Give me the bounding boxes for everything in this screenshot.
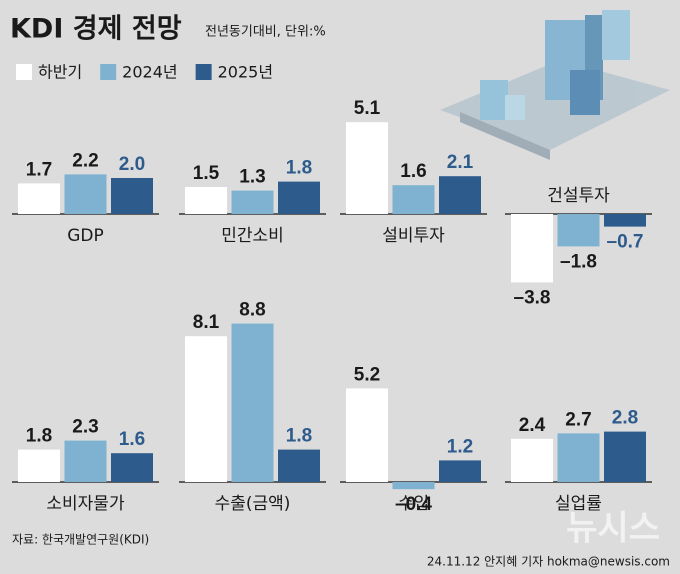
bar — [111, 453, 153, 482]
value-label: 2.4 — [519, 415, 546, 436]
value-label: 1.6 — [119, 429, 145, 450]
illustration — [440, 10, 670, 160]
bar — [18, 183, 60, 214]
bar — [346, 388, 388, 482]
bar — [557, 433, 600, 482]
bar — [392, 482, 435, 490]
value-label: 5.2 — [354, 364, 380, 385]
category-label: 건설투자 — [547, 186, 610, 206]
legend-swatch — [100, 64, 117, 80]
bar — [111, 178, 153, 214]
value-label: 1.7 — [26, 159, 52, 180]
value-label: 8.8 — [239, 300, 265, 321]
category-label: 소비자물가 — [46, 494, 125, 514]
value-label: 5.1 — [354, 98, 381, 119]
value-label: 1.5 — [193, 163, 220, 184]
bar — [231, 190, 274, 214]
value-label: –1.8 — [560, 251, 597, 272]
value-label: 2.1 — [447, 152, 474, 173]
source: 자료: 한국개발연구원(KDI) — [12, 533, 149, 547]
bar — [64, 174, 107, 214]
value-label: –0.7 — [607, 232, 644, 253]
chart-title: KDI 경제 전망 — [10, 14, 182, 45]
bar — [278, 449, 320, 482]
value-label: 1.3 — [239, 167, 265, 188]
value-label: –3.8 — [514, 287, 551, 308]
legend-label: 하반기 — [38, 63, 82, 82]
category-label: 실업률 — [555, 494, 602, 514]
bar — [185, 336, 227, 482]
bar — [346, 122, 388, 214]
bar — [511, 214, 553, 283]
chart-subtitle: 전년동기대비, 단위:% — [205, 25, 326, 40]
value-label: 2.3 — [72, 417, 98, 438]
legend-label: 2025년 — [218, 63, 273, 82]
bar — [64, 440, 107, 482]
category-label: 수입 — [398, 494, 429, 514]
watermark: 뉴시스 — [566, 509, 660, 549]
bar — [185, 187, 227, 214]
bar — [604, 214, 646, 227]
bar — [392, 185, 435, 214]
value-label: 2.0 — [119, 154, 145, 175]
bar — [511, 438, 553, 482]
value-label: 1.6 — [400, 161, 426, 182]
bar — [439, 460, 481, 482]
bar — [278, 181, 320, 214]
value-label: 8.1 — [193, 312, 220, 333]
value-label: 1.8 — [286, 158, 312, 179]
category-label: 수출(금액) — [215, 494, 291, 514]
bar — [439, 176, 481, 214]
legend-swatch — [195, 64, 212, 80]
credit: 24.11.12 안지혜 기자 hokma@newsis.com — [427, 555, 670, 569]
legend-swatch — [16, 64, 32, 80]
bar — [18, 449, 60, 482]
bar — [231, 323, 274, 482]
category-label: 민간소비 — [221, 226, 284, 246]
category-label: 설비투자 — [382, 226, 445, 246]
legend-label: 2024년 — [122, 63, 177, 82]
value-label: 1.8 — [286, 426, 312, 447]
value-label: 2.7 — [565, 409, 591, 430]
value-label: 2.8 — [612, 408, 638, 429]
value-label: 1.2 — [447, 436, 473, 457]
value-label: 2.2 — [72, 150, 98, 171]
value-label: 1.8 — [26, 426, 52, 447]
bar — [604, 431, 646, 482]
value-label: –0.4 — [395, 494, 432, 515]
category-label: GDP — [67, 226, 104, 246]
bar — [557, 214, 600, 247]
